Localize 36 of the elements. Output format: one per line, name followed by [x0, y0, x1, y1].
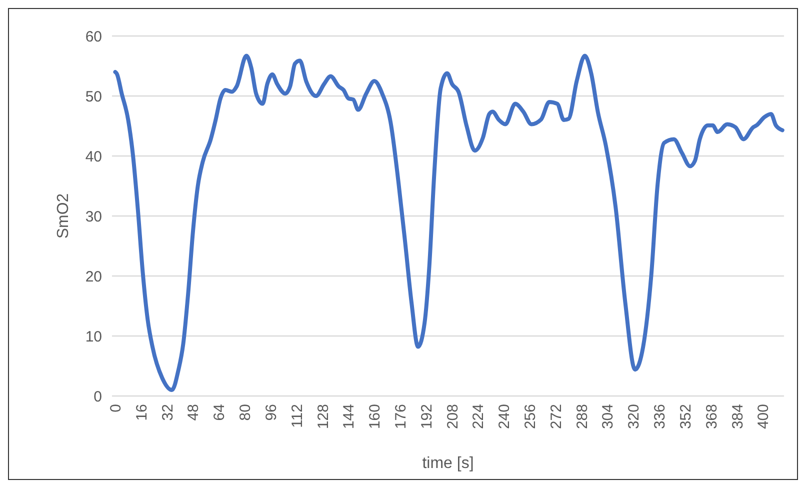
x-tick-label: 32: [159, 404, 176, 421]
x-axis-title: time [s]: [422, 455, 474, 472]
x-tick-label: 240: [496, 404, 514, 430]
x-tick-label: 16: [133, 404, 150, 421]
x-tick-label: 400: [755, 404, 772, 430]
y-tick-label: 60: [85, 28, 102, 46]
x-tick-label: 80: [237, 404, 254, 421]
x-tick-label: 224: [470, 404, 488, 430]
x-tick-label: 320: [626, 404, 643, 430]
x-tick-label: 64: [211, 404, 228, 421]
x-tick-label: 128: [314, 404, 332, 430]
y-tick-label: 10: [85, 328, 102, 346]
x-tick-label: 304: [600, 404, 617, 430]
x-tick-label: 48: [185, 404, 202, 421]
x-tick-label: 160: [366, 404, 384, 430]
x-tick-label: 336: [652, 404, 669, 430]
x-tick-label: 288: [574, 404, 591, 430]
y-tick-label: 0: [94, 388, 102, 406]
y-tick-label: 40: [85, 148, 102, 166]
x-tick-label: 144: [340, 404, 358, 430]
x-tick-label: 272: [548, 404, 565, 430]
x-tick-label: 384: [729, 404, 746, 430]
x-tick-label: 96: [262, 404, 280, 421]
line-series: [113, 54, 784, 392]
y-axis-title: SmO2: [55, 193, 72, 239]
x-tick-label: 208: [444, 404, 462, 430]
y-tick-label: 50: [85, 88, 102, 106]
x-tick-label: 112: [288, 404, 306, 428]
x-tick-label: 368: [703, 404, 720, 430]
x-tick-label: 192: [418, 404, 436, 430]
y-tick-label: 30: [85, 208, 102, 226]
x-tick-label: 0: [107, 404, 124, 412]
x-tick-label: 352: [677, 404, 694, 430]
x-tick-label: 176: [392, 404, 410, 430]
y-tick-label: 20: [85, 268, 102, 286]
x-tick-label: 256: [522, 404, 540, 430]
